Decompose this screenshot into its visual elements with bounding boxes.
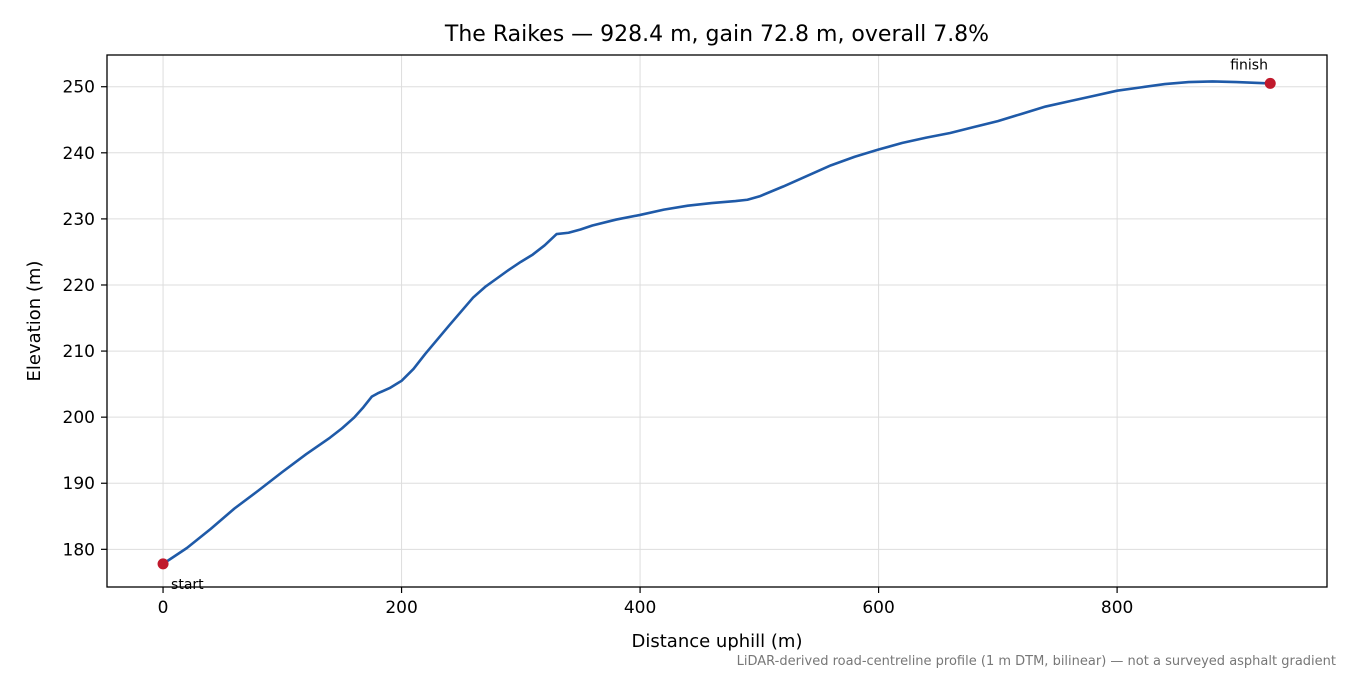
- finish-label: finish: [1230, 57, 1268, 73]
- grid: [107, 55, 1327, 587]
- chart-title: The Raikes — 928.4 m, gain 72.8 m, overa…: [444, 22, 989, 47]
- y-tick-label: 180: [63, 540, 95, 560]
- y-tick-label: 190: [63, 474, 95, 494]
- x-tick-label: 200: [385, 598, 417, 618]
- plot-frame: [106, 54, 1328, 588]
- y-tick-label: 230: [63, 210, 95, 230]
- plot-area: [161, 80, 1272, 566]
- y-tick-label: 210: [63, 342, 95, 362]
- x-tick-label: 600: [862, 598, 894, 618]
- y-axis-label: Elevation (m): [24, 261, 45, 382]
- y-tick-label: 220: [63, 276, 95, 296]
- x-tick-label: 800: [1101, 598, 1133, 618]
- start-marker: [157, 558, 169, 570]
- axis-ticks: 0 200 400 600 800 180 190 200 210 220 230 240 250: [63, 78, 1134, 618]
- x-tick-label: 0: [158, 598, 169, 618]
- endpoint-markers: start finish: [157, 57, 1276, 593]
- finish-marker: [1264, 77, 1276, 89]
- elevation-line: [161, 80, 1272, 566]
- footnote: LiDAR-derived road-centreline profile (1…: [737, 654, 1336, 669]
- start-label: start: [171, 577, 204, 593]
- y-tick-label: 240: [63, 144, 95, 164]
- x-axis-label: Distance uphill (m): [632, 631, 803, 652]
- x-tick-label: 400: [624, 598, 656, 618]
- y-tick-label: 200: [63, 408, 95, 428]
- y-tick-label: 250: [63, 78, 95, 98]
